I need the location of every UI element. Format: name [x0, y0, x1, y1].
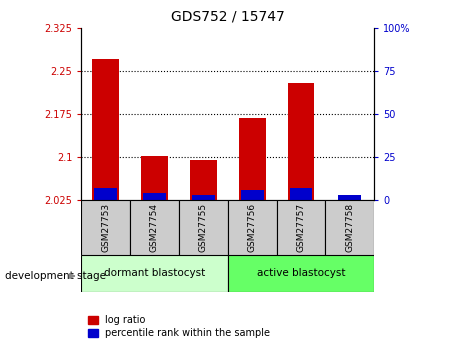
Legend: log ratio, percentile rank within the sample: log ratio, percentile rank within the sa… — [86, 313, 272, 340]
Text: GSM27754: GSM27754 — [150, 203, 159, 252]
FancyBboxPatch shape — [276, 200, 326, 255]
Bar — [239, 118, 266, 200]
Bar — [290, 188, 313, 200]
Bar — [336, 199, 364, 200]
Bar — [190, 160, 217, 200]
FancyBboxPatch shape — [179, 200, 228, 255]
Text: active blastocyst: active blastocyst — [257, 268, 345, 278]
Bar — [92, 59, 119, 200]
Bar — [339, 195, 361, 200]
FancyBboxPatch shape — [81, 200, 130, 255]
Bar — [94, 188, 117, 200]
Text: development stage: development stage — [5, 271, 106, 281]
FancyBboxPatch shape — [81, 255, 228, 292]
Text: GSM27753: GSM27753 — [101, 203, 110, 252]
Bar — [141, 156, 168, 200]
Bar — [241, 190, 263, 200]
Text: GSM27757: GSM27757 — [297, 203, 305, 252]
FancyBboxPatch shape — [228, 255, 374, 292]
Text: GSM27758: GSM27758 — [345, 203, 354, 252]
FancyBboxPatch shape — [228, 200, 276, 255]
Text: GSM27756: GSM27756 — [248, 203, 257, 252]
FancyBboxPatch shape — [326, 200, 374, 255]
Bar — [143, 193, 166, 200]
FancyBboxPatch shape — [130, 200, 179, 255]
Text: dormant blastocyst: dormant blastocyst — [104, 268, 205, 278]
Bar — [288, 83, 314, 200]
Text: GSM27755: GSM27755 — [199, 203, 208, 252]
Title: GDS752 / 15747: GDS752 / 15747 — [171, 10, 285, 24]
Bar — [192, 195, 215, 200]
